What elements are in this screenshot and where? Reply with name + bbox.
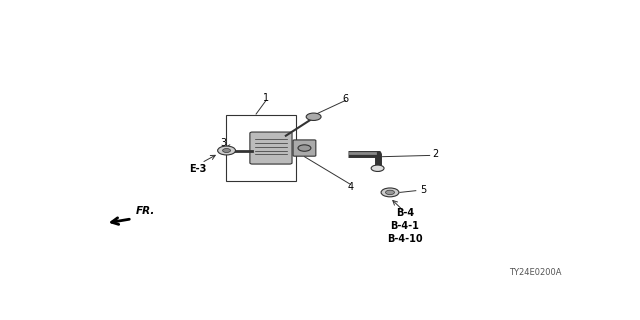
Circle shape [223, 148, 230, 153]
Text: 5: 5 [420, 185, 426, 195]
Circle shape [381, 188, 399, 197]
Text: 2: 2 [432, 149, 438, 159]
Text: B-4
B-4-1
B-4-10: B-4 B-4-1 B-4-10 [387, 208, 422, 244]
Text: 4: 4 [348, 182, 353, 192]
Bar [227, 115, 296, 181]
Circle shape [385, 190, 394, 195]
Circle shape [306, 113, 321, 120]
Circle shape [218, 146, 236, 155]
FancyBboxPatch shape [293, 140, 316, 156]
FancyBboxPatch shape [250, 132, 292, 164]
Text: E-3: E-3 [189, 164, 206, 174]
Circle shape [298, 145, 311, 151]
Text: 6: 6 [342, 94, 348, 104]
Circle shape [371, 165, 384, 172]
Text: 1: 1 [263, 92, 269, 102]
Text: FR.: FR. [136, 206, 156, 216]
Text: 3: 3 [220, 138, 227, 148]
Text: TY24E0200A: TY24E0200A [509, 268, 561, 277]
